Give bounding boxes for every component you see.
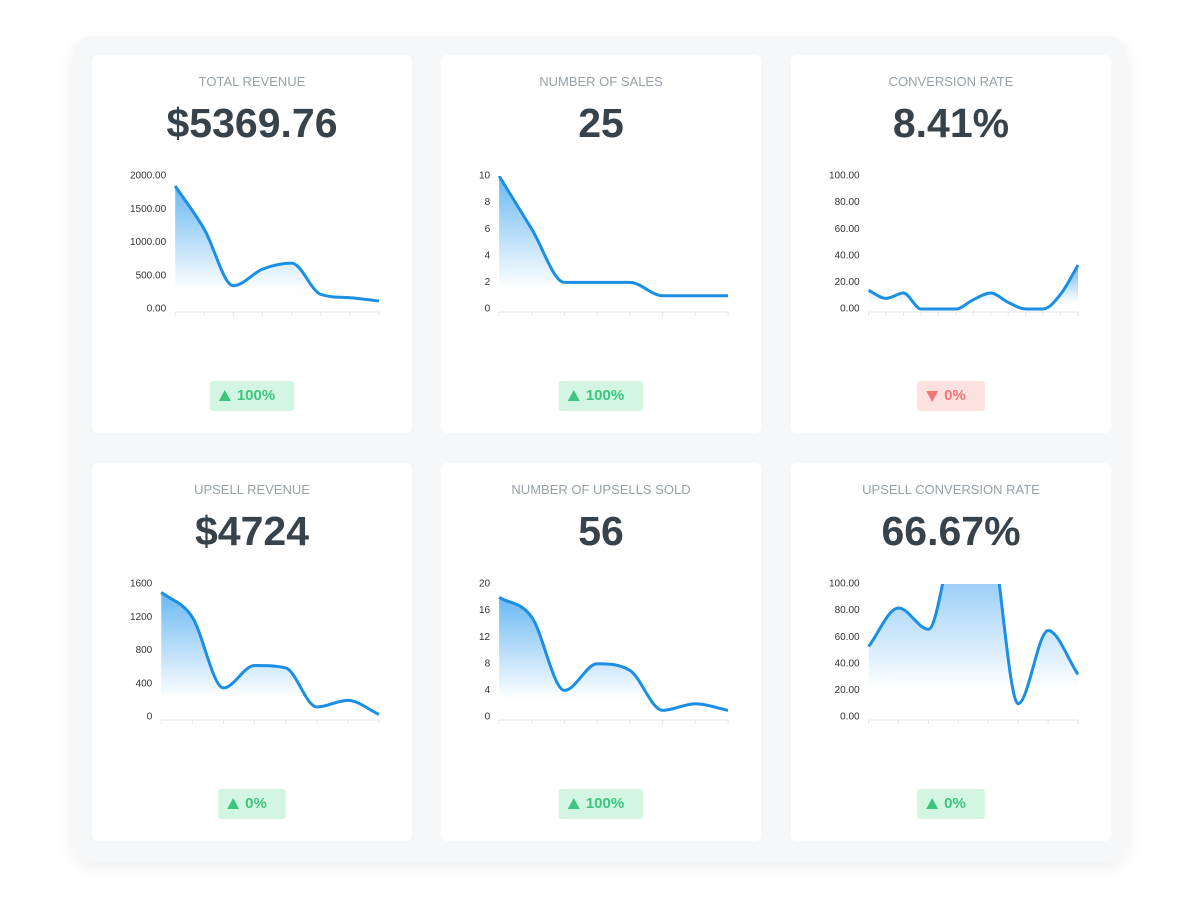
y-tick-label: 100.00 — [829, 579, 860, 590]
card-title: TOTAL REVENUE — [199, 74, 306, 89]
card-bg — [441, 55, 761, 433]
y-tick-label: 2 — [485, 277, 491, 288]
card-value: 66.67% — [881, 508, 1020, 554]
y-tick-label: 400 — [136, 678, 153, 689]
y-tick-label: 1000.00 — [130, 237, 167, 248]
card-value: $4724 — [195, 508, 309, 554]
badge-text: 100% — [586, 795, 624, 812]
card-value: 8.41% — [893, 100, 1009, 146]
card-value: $5369.76 — [166, 100, 337, 146]
card-title: NUMBER OF UPSELLS SOLD — [511, 482, 690, 497]
plot — [160, 591, 380, 717]
y-tick-label: 1200 — [130, 612, 153, 623]
area — [175, 185, 379, 309]
card-bg — [791, 55, 1111, 433]
y-tick-label: 80.00 — [835, 605, 860, 616]
arrow-up — [227, 798, 240, 809]
card-bg — [441, 463, 761, 841]
card-title: NUMBER OF SALES — [539, 74, 663, 89]
y-tick-label: 1600 — [130, 579, 153, 590]
badge-text: 0% — [944, 387, 966, 404]
line — [497, 176, 728, 298]
y-tick-label: 12 — [479, 632, 491, 643]
arrow-up — [567, 798, 580, 809]
y-tick-label: 1500.00 — [130, 204, 167, 215]
y-tick-label: 60.00 — [835, 632, 860, 643]
line — [867, 264, 1080, 311]
y-tick-label: 800 — [136, 645, 153, 656]
card: TOTAL REVENUE $5369.76 0.00 500.00 1000.00 15… — [92, 55, 412, 433]
plot — [867, 264, 1080, 311]
arrow-down — [926, 391, 939, 402]
y-tick-label: 8 — [485, 197, 491, 208]
badge — [218, 789, 286, 819]
card: UPSELL CONVERSION RATE 66.67% 0.00 20.00 40.… — [791, 463, 1111, 841]
arrow-up — [567, 390, 580, 401]
badge-text: 100% — [586, 387, 624, 404]
badge — [558, 789, 644, 819]
plot — [498, 595, 729, 717]
y-tick-label: 0 — [147, 712, 153, 723]
card: CONVERSION RATE 8.41% 0.00 20.00 40.00 60.00 8… — [791, 55, 1111, 433]
y-tick-label: 10 — [479, 171, 491, 182]
card: NUMBER OF UPSELLS SOLD 56 0 4 8 12 16 20 100% — [441, 463, 761, 841]
card-bg — [92, 463, 412, 841]
arrow-up — [218, 390, 231, 401]
card-bg — [92, 55, 412, 433]
line — [498, 595, 729, 712]
card-title: CONVERSION RATE — [889, 74, 1014, 89]
plot — [497, 176, 728, 309]
badge — [209, 381, 295, 411]
badge-text: 0% — [944, 795, 966, 812]
area — [161, 592, 379, 717]
badge — [917, 381, 985, 411]
y-tick-label: 16 — [479, 605, 491, 616]
area — [868, 584, 1078, 717]
y-tick-label: 80.00 — [835, 197, 860, 208]
y-tick-label: 20.00 — [835, 277, 860, 288]
y-tick-label: 60.00 — [835, 224, 860, 235]
y-tick-label: 0 — [485, 712, 491, 723]
y-tick-label: 100.00 — [829, 171, 860, 182]
card-value: 56 — [578, 508, 624, 554]
y-tick-label: 20.00 — [835, 685, 860, 696]
y-tick-label: 40.00 — [835, 658, 860, 669]
card: UPSELL REVENUE $4724 0 400 800 1200 1600 0% — [92, 463, 412, 841]
area — [499, 597, 728, 717]
y-tick-label: 8 — [485, 658, 491, 669]
card-title: UPSELL CONVERSION RATE — [862, 482, 1040, 497]
line — [173, 185, 380, 303]
y-tick-label: 0.00 — [147, 304, 167, 315]
card-title: UPSELL REVENUE — [194, 482, 310, 497]
y-tick-label: 6 — [485, 224, 491, 235]
badge — [558, 381, 644, 411]
y-tick-label: 0 — [485, 304, 491, 315]
y-tick-label: 20 — [479, 579, 491, 590]
y-tick-label: 40.00 — [835, 250, 860, 261]
line — [160, 591, 380, 716]
y-tick-label: 4 — [485, 685, 491, 696]
y-tick-label: 0.00 — [840, 712, 860, 723]
badge-text: 100% — [237, 387, 275, 404]
plot — [173, 185, 380, 309]
arrow-up — [926, 798, 939, 809]
card: NUMBER OF SALES 25 0 2 4 6 8 10 100% — [441, 55, 761, 433]
y-tick-label: 2000.00 — [130, 171, 167, 182]
y-tick-label: 4 — [485, 250, 491, 261]
y-tick-label: 500.00 — [136, 270, 167, 281]
card-value: 25 — [578, 100, 624, 146]
line — [867, 584, 1080, 706]
y-tick-label: 0.00 — [840, 304, 860, 315]
badge-text: 0% — [245, 795, 267, 812]
badge — [917, 789, 985, 819]
plot — [867, 584, 1080, 717]
